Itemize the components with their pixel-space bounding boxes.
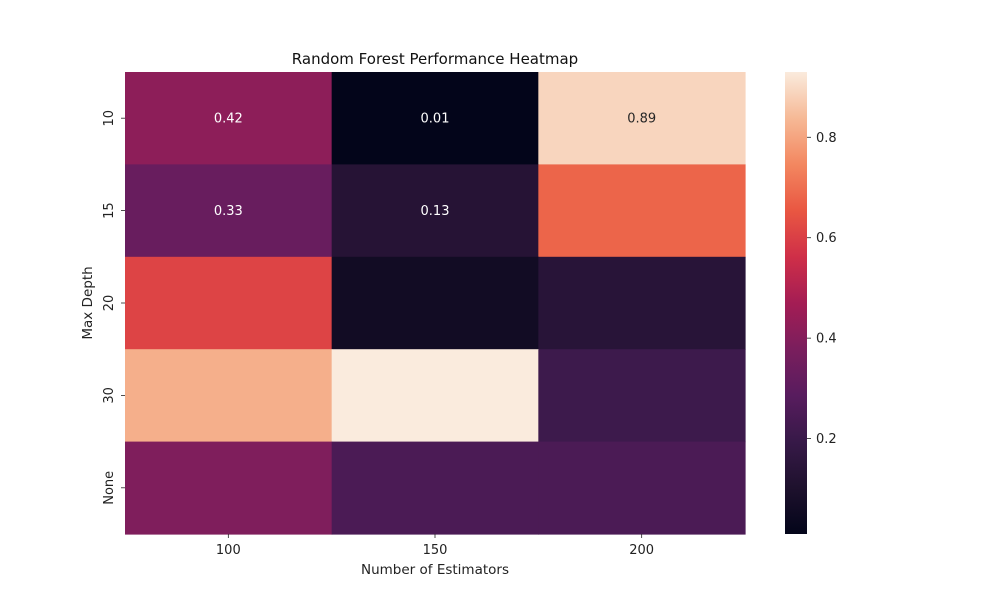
x-axis-ticks: 100 150 200 bbox=[216, 534, 654, 558]
colorbar-tick-label: 0.6 bbox=[816, 231, 837, 246]
cell-value-label: 0.89 bbox=[627, 112, 656, 127]
y-axis-label: Max Depth bbox=[80, 266, 96, 339]
heatmap-cell bbox=[331, 256, 539, 350]
colorbar-tick-label: 0.8 bbox=[816, 131, 837, 146]
heatmap-cell bbox=[331, 72, 539, 165]
cell-value-label: 0.33 bbox=[214, 204, 243, 219]
heatmap-cell bbox=[538, 256, 746, 350]
heatmap-cell bbox=[331, 349, 539, 443]
colorbar bbox=[785, 72, 807, 534]
y-tick-label: 10 bbox=[102, 110, 117, 127]
heatmap-cells bbox=[125, 72, 746, 535]
heatmap-cell bbox=[538, 72, 746, 165]
x-tick-label: 200 bbox=[629, 543, 654, 558]
heatmap-cell bbox=[125, 256, 333, 350]
heatmap-cell bbox=[125, 349, 333, 443]
colorbar-tick-label: 0.4 bbox=[816, 332, 837, 347]
heatmap-cell bbox=[125, 441, 333, 535]
y-tick-label: 30 bbox=[102, 387, 117, 404]
x-tick-label: 100 bbox=[216, 543, 241, 558]
heatmap-cell bbox=[125, 72, 333, 165]
heatmap-cell bbox=[331, 164, 539, 258]
cell-value-label: 0.13 bbox=[421, 204, 450, 219]
heatmap-cell bbox=[331, 441, 539, 535]
chart-title: Random Forest Performance Heatmap bbox=[292, 50, 578, 68]
x-tick-label: 150 bbox=[423, 543, 448, 558]
heatmap-cell bbox=[538, 441, 746, 535]
heatmap-cell bbox=[538, 349, 746, 443]
colorbar-tick-label: 0.2 bbox=[816, 432, 837, 447]
heatmap-cell bbox=[125, 164, 333, 258]
cell-value-label: 0.42 bbox=[214, 112, 243, 127]
colorbar-ticks: 0.2 0.4 0.6 0.8 bbox=[807, 131, 837, 447]
x-axis-label: Number of Estimators bbox=[361, 562, 509, 578]
y-tick-label: 20 bbox=[102, 295, 117, 312]
heatmap-cell bbox=[538, 164, 746, 258]
y-axis-ticks: 10 15 20 30 None bbox=[102, 110, 125, 505]
y-tick-label: None bbox=[102, 471, 117, 505]
heatmap-cell-labels: 0.42 0.01 0.89 0.33 0.13 bbox=[214, 112, 656, 219]
y-tick-label: 15 bbox=[102, 202, 117, 219]
cell-value-label: 0.01 bbox=[421, 112, 450, 127]
